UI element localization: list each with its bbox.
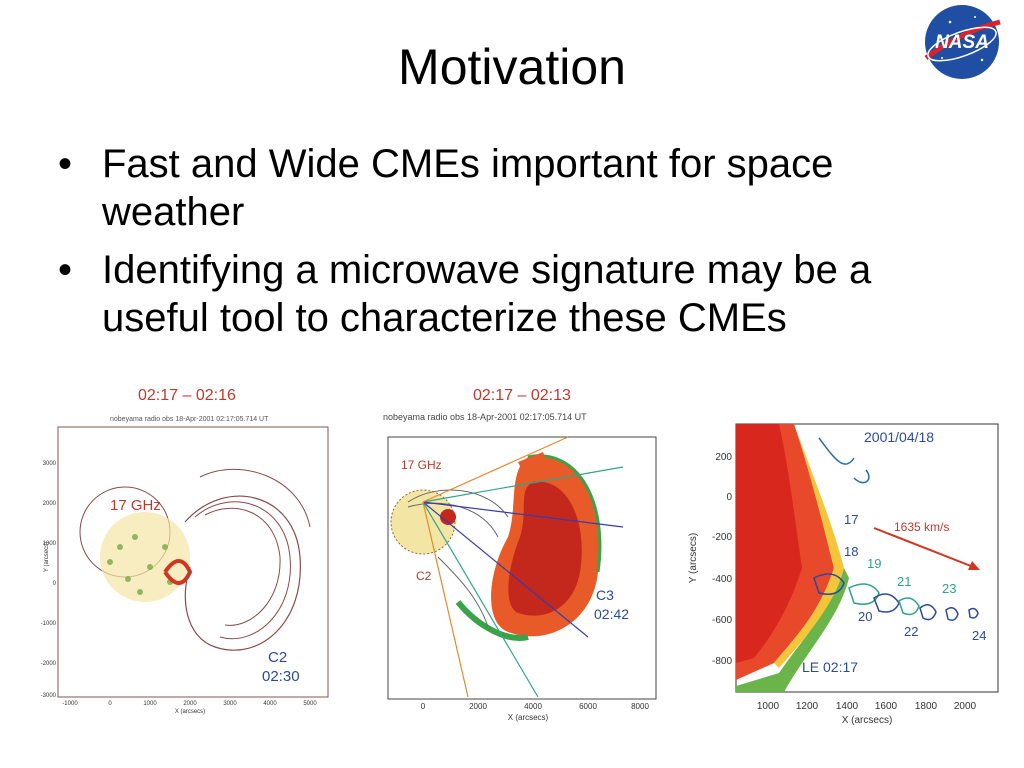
x-tick: 6000 (579, 702, 597, 711)
x-axis-label: X (arcsecs) (508, 713, 549, 722)
x-tick: 8000 (631, 702, 649, 711)
y-tick: -600 (712, 615, 732, 626)
bullet-list: • Fast and Wide CMEs important for space … (58, 140, 958, 352)
x-tick: -1000 (62, 701, 78, 707)
bullet-dot-icon: • (58, 248, 73, 292)
x-tick: 2000 (954, 701, 977, 712)
bullet-dot-icon: • (58, 142, 73, 186)
c2-label: C2 (416, 569, 432, 583)
date-label: 2001/04/18 (864, 429, 934, 445)
image-panel-2: 02:17 – 02:13 nobeyama radio obs 18-Apr-… (368, 385, 668, 722)
y-axis-label: Y (arcsecs) (44, 542, 50, 572)
sequence-number: 17 (844, 512, 858, 527)
freq-label: 17 GHz (110, 497, 161, 514)
nasa-logo: NASA (924, 5, 1001, 79)
y-axis-label: Y (arcsecs) (688, 533, 699, 583)
speed-label: 1635 km/s (894, 520, 949, 534)
sequence-number: 18 (844, 544, 858, 559)
y-tick: -200 (712, 532, 732, 543)
y-tick: 2000 (43, 501, 57, 507)
panel-header: nobeyama radio obs 18-Apr-2001 02:17:05.… (110, 416, 269, 423)
image-panel-1: 02:17 – 02:16 nobeyama radio obs 18-Apr-… (40, 385, 340, 715)
x-tick: 1000 (143, 701, 157, 707)
y-tick: -3000 (41, 693, 57, 699)
x-tick: 2000 (469, 702, 487, 711)
x-tick: 2000 (183, 701, 197, 707)
y-tick: -400 (712, 574, 732, 585)
panel-time-label: 02:17 – 02:13 (473, 387, 571, 404)
x-tick: 1200 (796, 701, 819, 712)
corner-label-line-1: C2 (268, 649, 287, 666)
corner-label-line-1: C3 (596, 587, 614, 603)
y-tick: -800 (712, 656, 732, 667)
x-tick: 1800 (915, 701, 938, 712)
y-tick: -1000 (41, 621, 57, 627)
panel-header: nobeyama radio obs 18-Apr-2001 02:17:05.… (383, 412, 587, 422)
corner-label-line-2: 02:30 (262, 668, 300, 685)
panel-time-label: 02:17 – 02:16 (138, 387, 236, 404)
sequence-number: 22 (904, 624, 918, 639)
sequence-number: 20 (858, 609, 872, 624)
sequence-number: 21 (897, 574, 911, 589)
svg-text:NASA: NASA (935, 32, 989, 53)
corner-label-line-2: 02:42 (594, 606, 629, 622)
image-panel-3: 2001/04/18 1635 km/s 17 18 19 20 21 22 2… (684, 418, 1006, 730)
y-tick: 1000 (43, 541, 57, 547)
x-tick: 0 (421, 702, 426, 711)
y-tick: 0 (726, 492, 732, 503)
x-tick: 1600 (875, 701, 898, 712)
x-tick: 1400 (836, 701, 859, 712)
x-tick: 4000 (263, 701, 277, 707)
x-tick: 3000 (223, 701, 237, 707)
bullet-item: • Fast and Wide CMEs important for space … (58, 142, 834, 234)
bullet-item: • Identifying a microwave signature may b… (58, 248, 872, 340)
y-tick: 0 (53, 581, 57, 587)
y-tick: 3000 (43, 461, 57, 467)
x-tick: 4000 (524, 702, 542, 711)
x-axis-label: X (arcsecs) (842, 715, 893, 726)
sequence-number: 19 (867, 556, 881, 571)
y-tick: -2000 (41, 661, 57, 667)
sequence-number: 23 (942, 581, 956, 596)
slide-title: Motivation (398, 39, 626, 95)
panel-2-figure: nobeyama radio obs 18-Apr-2001 02:17:05.… (383, 412, 657, 722)
panel-3-figure: 2001/04/18 1635 km/s 17 18 19 20 21 22 2… (688, 423, 999, 726)
x-tick: 1000 (757, 701, 780, 712)
x-axis-label: X (arcsecs) (175, 709, 205, 715)
panel-1-figure: nobeyama radio obs 18-Apr-2001 02:17:05.… (41, 416, 329, 715)
le-label: LE 02:17 (802, 659, 858, 675)
freq-label: 17 GHz (401, 458, 442, 472)
x-tick: 0 (108, 701, 112, 707)
y-tick: 200 (715, 452, 732, 463)
sequence-number: 24 (972, 628, 986, 643)
x-tick: 5000 (303, 701, 317, 707)
